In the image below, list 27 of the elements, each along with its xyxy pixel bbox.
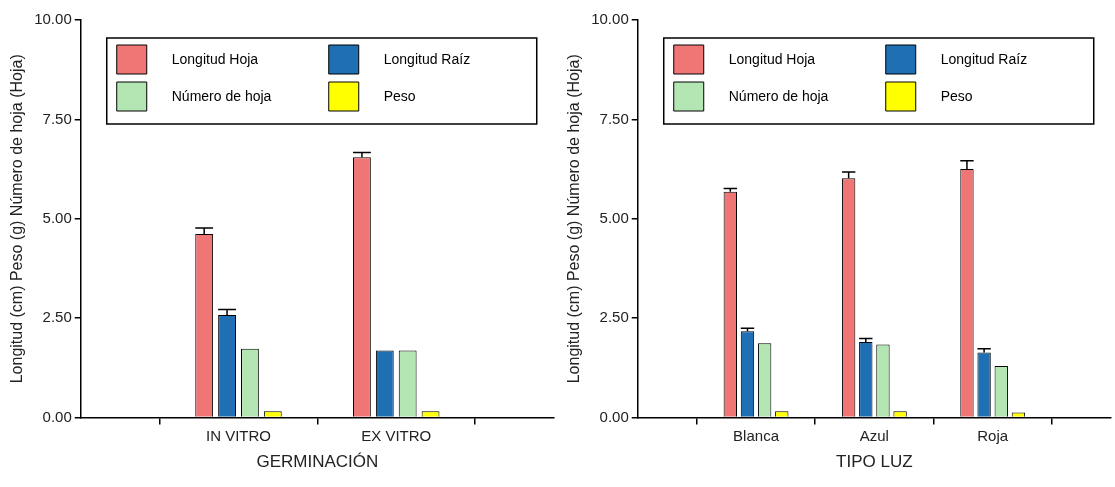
y-tick-label: 7.50 (599, 109, 629, 127)
x-axis-title: GERMINACIÓN (256, 452, 379, 472)
y-tick-label: 10.00 (591, 10, 629, 28)
x-axis-title: TIPO LUZ (836, 452, 913, 472)
x-tick-label: EX VITRO (361, 426, 432, 444)
legend-label: Longitud Raíz (940, 50, 1028, 67)
x-tick-label: Azul (859, 426, 889, 444)
y-tick-label: 2.50 (42, 308, 72, 326)
y-tick-label: 10.00 (34, 10, 72, 28)
legend-label: Longitud Hoja (171, 50, 259, 67)
y-axis-title: Longitud (cm) Peso (g) Número de hoja (Hoja) (8, 54, 26, 384)
legend-label: Peso (940, 87, 973, 104)
x-tick-label: Blanca (733, 426, 780, 444)
x-tick-label: IN VITRO (205, 426, 271, 444)
legend-label: Longitud Hoja (728, 50, 816, 67)
y-tick-label: 0.00 (42, 407, 72, 425)
y-tick-label: 2.50 (599, 308, 629, 326)
y-axis-title: Longitud (cm) Peso (g) Número de hoja (Hoja) (565, 54, 583, 384)
legend-label: Número de hoja (728, 87, 829, 104)
legend-label: Número de hoja (171, 87, 272, 104)
y-tick-label: 5.00 (42, 208, 72, 226)
y-tick-label: 7.50 (42, 109, 72, 127)
legend-label: Peso (383, 87, 416, 104)
x-tick-label: Roja (977, 426, 1009, 444)
y-tick-label: 5.00 (599, 208, 629, 226)
y-tick-label: 0.00 (599, 407, 629, 425)
legend-label: Longitud Raíz (383, 50, 471, 67)
